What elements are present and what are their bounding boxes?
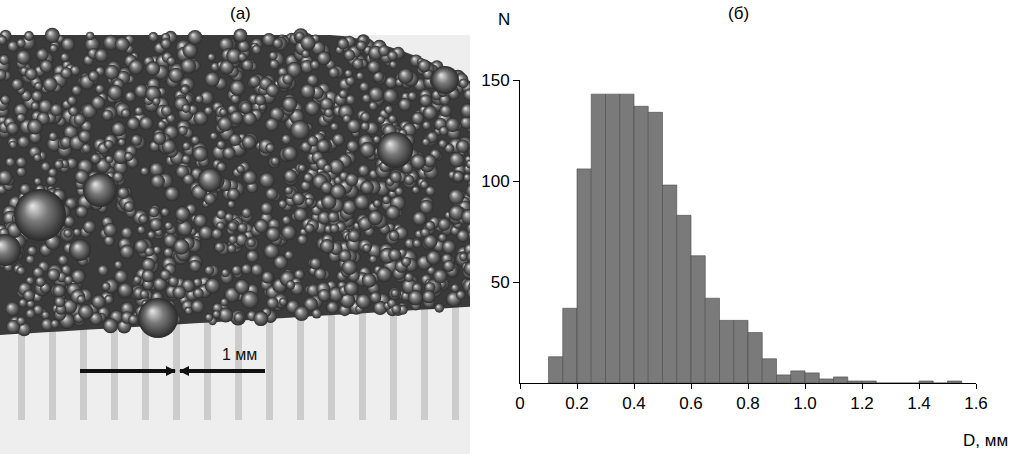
svg-text:1.4: 1.4 (907, 394, 931, 413)
svg-text:0: 0 (515, 394, 524, 413)
svg-text:0.4: 0.4 (622, 394, 646, 413)
html-text:(б): (б) (728, 4, 750, 23)
svg-text:0.8: 0.8 (736, 394, 760, 413)
svg-text:150: 150 (481, 71, 509, 90)
svg-text:1.6: 1.6 (964, 394, 988, 413)
svg-text:D, мм: D, мм (963, 431, 1008, 450)
svg-text:1.0: 1.0 (793, 394, 817, 413)
svg-text:N: N (498, 10, 510, 29)
svg-text:1 мм: 1 мм (222, 346, 257, 363)
svg-text:100: 100 (481, 172, 509, 191)
svg-text:0.2: 0.2 (565, 394, 589, 413)
html-text:(а): (а) (230, 4, 251, 23)
svg-text:50: 50 (491, 273, 510, 292)
svg-text:0.6: 0.6 (679, 394, 703, 413)
svg-text:1.2: 1.2 (850, 394, 874, 413)
